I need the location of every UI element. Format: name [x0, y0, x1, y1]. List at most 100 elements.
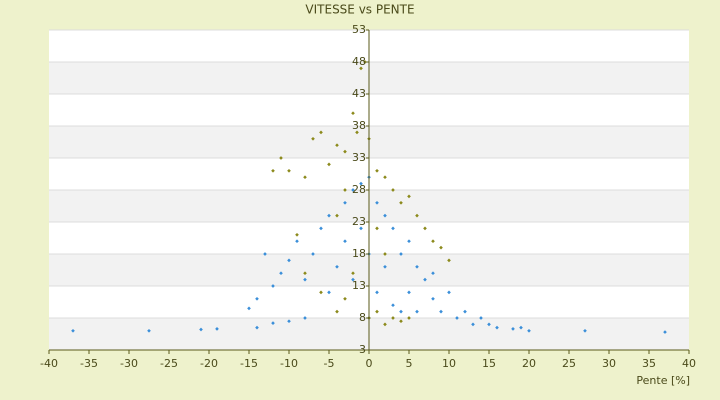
point — [375, 226, 379, 231]
point — [335, 143, 339, 148]
point — [431, 239, 435, 244]
x-tick-label: -15 — [240, 357, 258, 370]
point — [439, 245, 443, 250]
point — [399, 252, 403, 256]
point — [311, 136, 315, 141]
point — [343, 149, 347, 154]
point — [279, 156, 283, 160]
point — [343, 296, 347, 301]
y-tick-label: 13 — [352, 279, 366, 292]
point — [287, 319, 291, 324]
x-tick-label: -5 — [324, 357, 335, 370]
point — [287, 168, 291, 173]
point — [391, 316, 395, 320]
point — [335, 213, 339, 218]
point — [147, 328, 151, 333]
point — [351, 277, 355, 282]
point — [255, 325, 259, 330]
x-tick-label: -35 — [80, 357, 98, 370]
point — [343, 200, 347, 205]
point — [355, 130, 359, 135]
y-tick-label: 3 — [359, 343, 366, 356]
point — [359, 226, 363, 231]
point — [455, 316, 459, 320]
point — [511, 327, 515, 331]
point — [399, 319, 403, 324]
point — [391, 188, 395, 192]
point — [375, 290, 379, 295]
y-tick-label: 8 — [359, 311, 366, 324]
point — [407, 194, 411, 199]
point — [359, 66, 363, 71]
point — [271, 168, 275, 173]
point — [407, 239, 411, 244]
point — [519, 325, 523, 330]
point — [327, 162, 331, 167]
point — [407, 290, 411, 295]
point — [431, 296, 435, 301]
point — [383, 213, 387, 218]
point — [335, 309, 339, 314]
x-tick-label: 20 — [522, 357, 536, 370]
point — [351, 271, 355, 276]
x-tick-label: 30 — [602, 357, 616, 370]
x-tick-label: -25 — [160, 357, 178, 370]
x-tick-label: 0 — [366, 357, 373, 370]
point — [271, 284, 275, 288]
y-tick-label: 43 — [352, 87, 366, 100]
point — [311, 252, 315, 256]
y-tick-label: 33 — [352, 151, 366, 164]
x-tick-label: -20 — [200, 357, 218, 370]
point — [383, 264, 387, 269]
y-tick-label: 48 — [352, 55, 366, 68]
point — [399, 309, 403, 314]
point — [343, 239, 347, 244]
y-tick-label: 53 — [352, 23, 366, 36]
point — [303, 271, 307, 276]
point — [391, 226, 395, 231]
point — [471, 322, 475, 327]
point — [399, 200, 403, 205]
point — [415, 309, 419, 314]
point — [375, 200, 379, 205]
point — [343, 188, 347, 192]
point — [335, 264, 339, 269]
point — [487, 322, 491, 327]
x-tick-label: 25 — [562, 357, 576, 370]
point — [295, 239, 299, 244]
x-tick-label: -40 — [40, 357, 58, 370]
x-tick-label: 5 — [406, 357, 413, 370]
point — [423, 277, 427, 282]
point — [391, 303, 395, 308]
y-tick-label: 23 — [352, 215, 366, 228]
point — [527, 328, 531, 333]
point — [359, 181, 363, 186]
point — [351, 188, 355, 192]
point — [423, 226, 427, 231]
point — [375, 309, 379, 314]
point — [415, 213, 419, 218]
point — [303, 316, 307, 320]
point — [463, 309, 467, 314]
point — [495, 325, 499, 330]
point — [271, 321, 275, 325]
point — [319, 130, 323, 135]
point — [295, 232, 299, 237]
point — [415, 264, 419, 269]
point — [447, 258, 451, 263]
point — [247, 306, 251, 311]
point — [383, 175, 387, 180]
point — [375, 168, 379, 173]
point — [303, 175, 307, 180]
x-tick-label: 15 — [482, 357, 496, 370]
point — [583, 328, 587, 333]
point — [479, 316, 483, 320]
point — [383, 252, 387, 256]
point — [199, 327, 203, 332]
point — [431, 271, 435, 276]
point — [447, 290, 451, 295]
point — [327, 213, 331, 218]
y-tick-label: 38 — [352, 119, 366, 132]
point — [255, 296, 259, 301]
